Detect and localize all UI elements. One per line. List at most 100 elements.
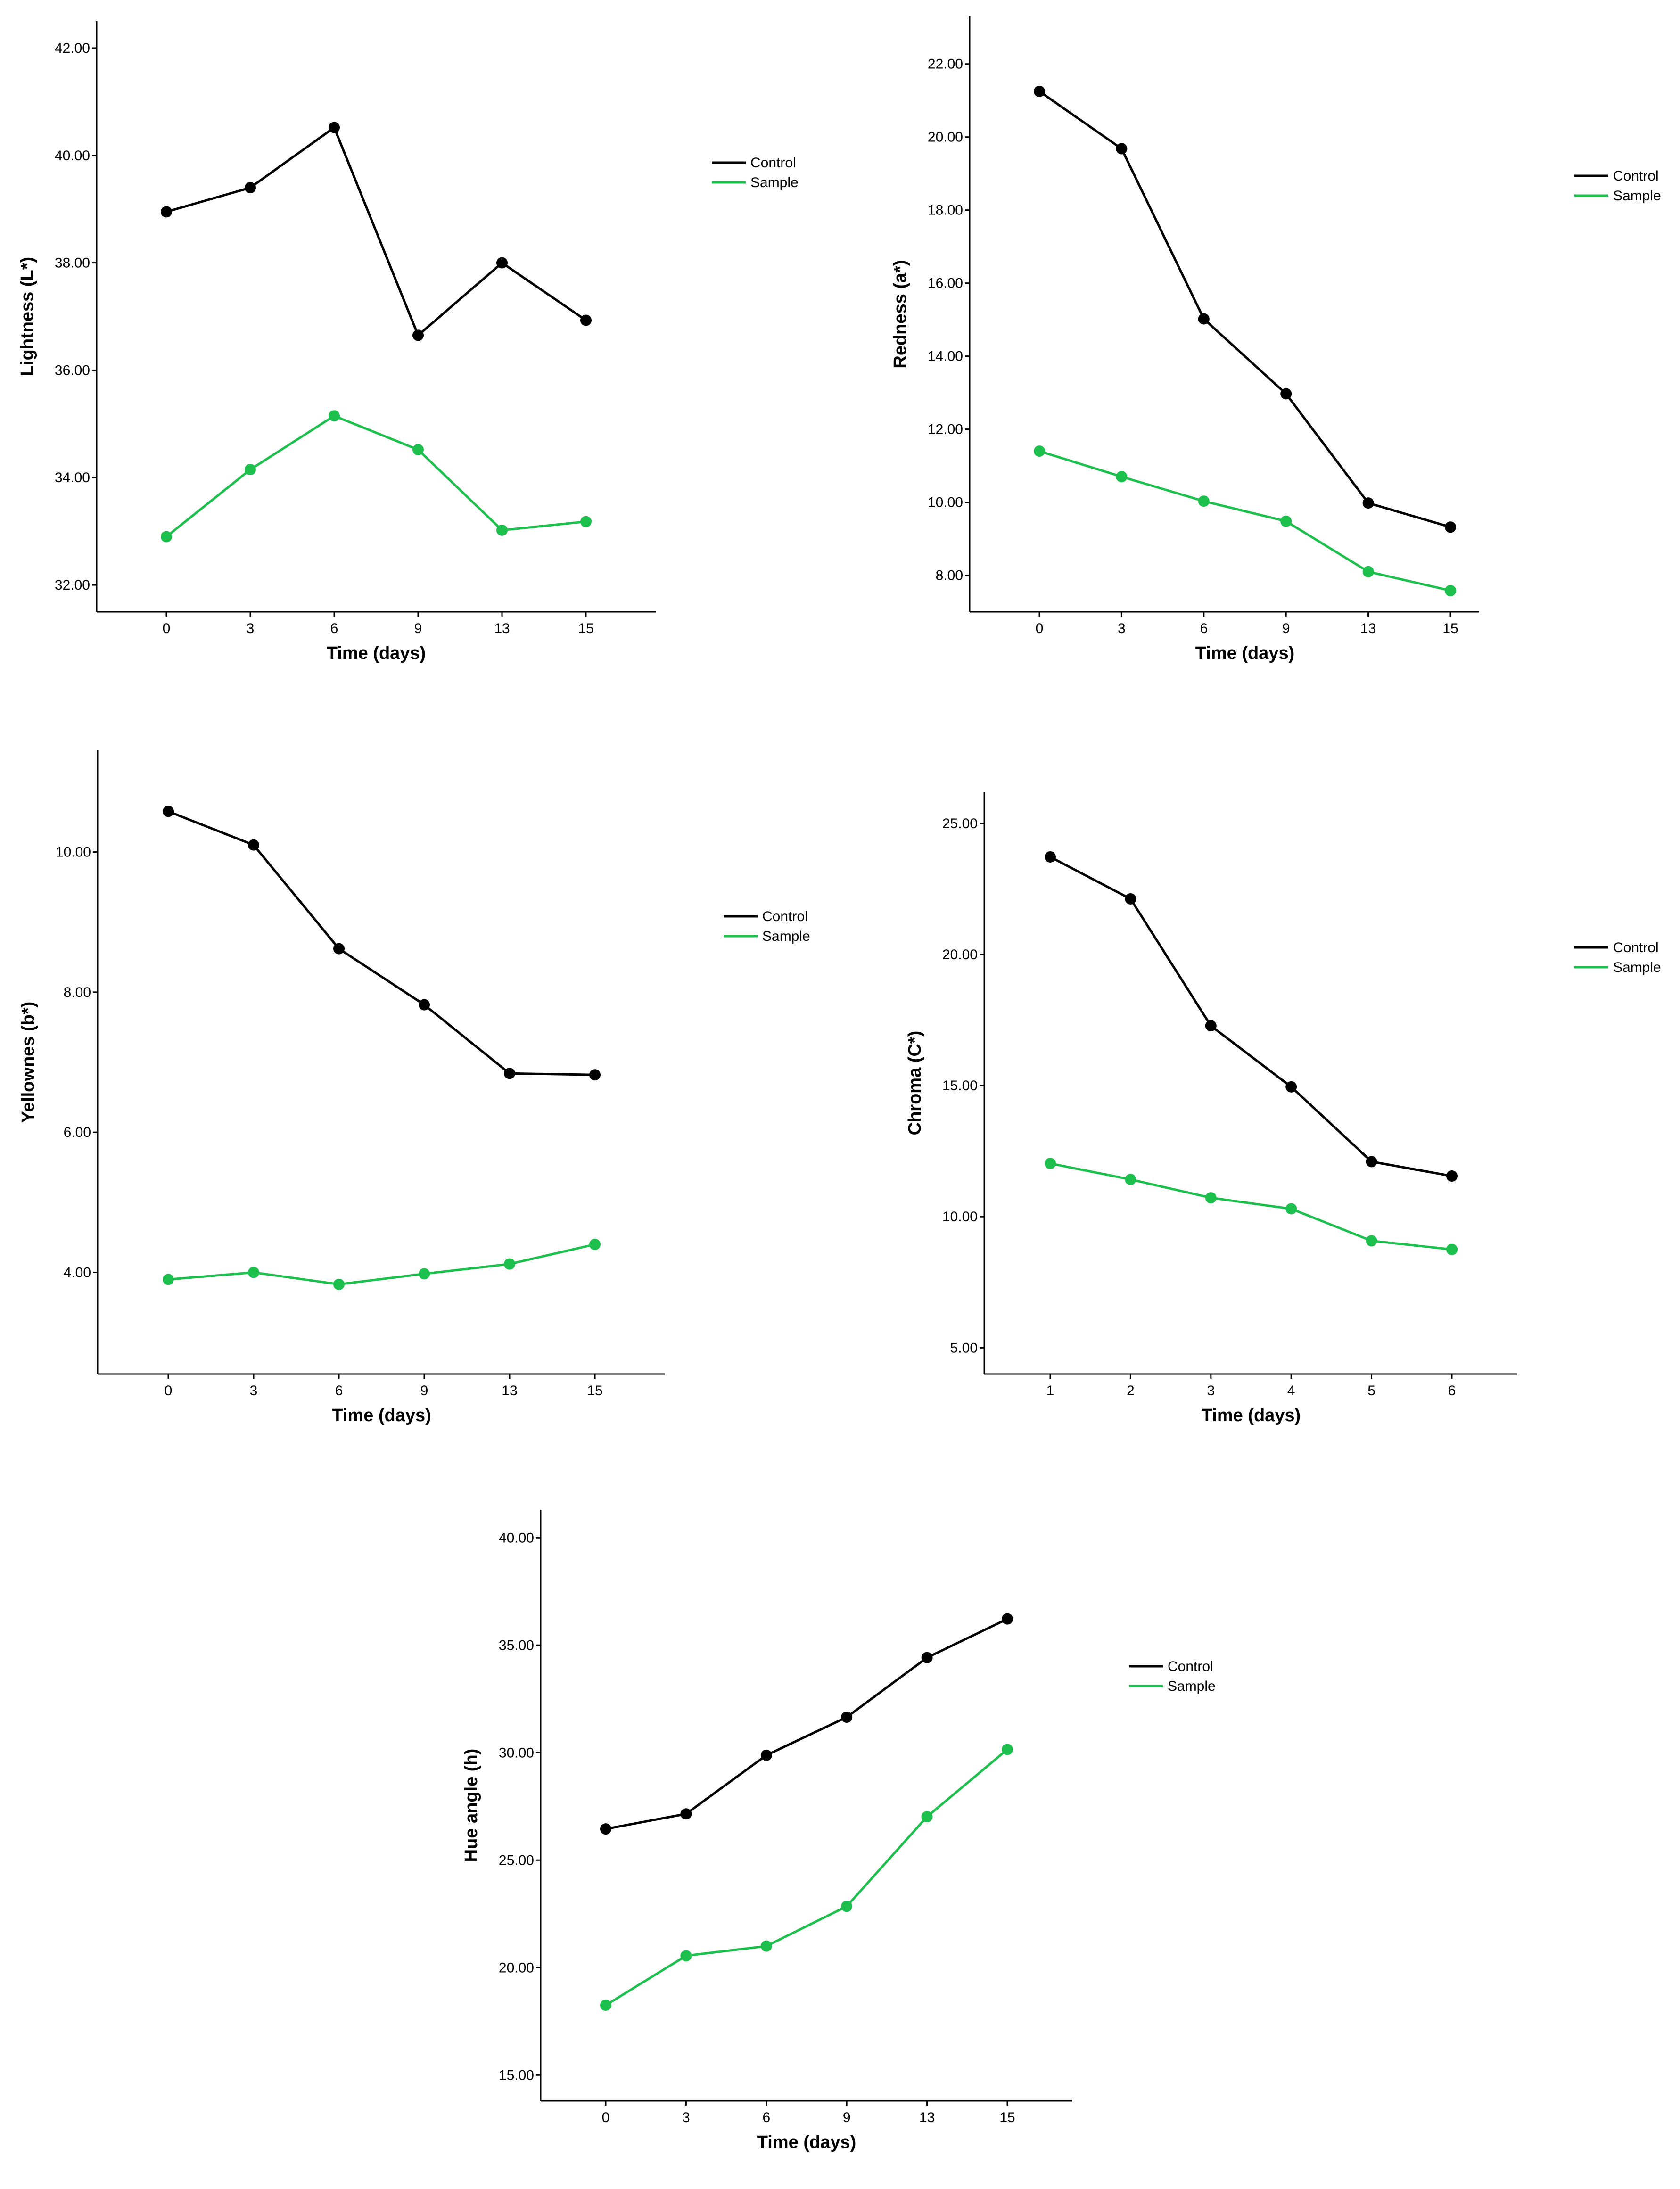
y-axis-title: Yellownes (b*)	[18, 1002, 38, 1123]
y-tick-label: 38.00	[55, 255, 90, 271]
x-tick-label: 15	[587, 1383, 602, 1399]
data-point-sample	[1034, 445, 1045, 457]
data-point-sample	[496, 524, 508, 536]
y-tick-label: 10.00	[942, 1209, 978, 1225]
data-point-sample	[921, 1811, 933, 1823]
y-tick-label: 40.00	[499, 1530, 534, 1546]
data-point-sample	[760, 1940, 772, 1952]
x-tick-label: 1	[1046, 1383, 1054, 1399]
chart-yellowness: 4.00 6.00 8.00 10.00 0 3 6 9 13 15 Time (days) Yell…	[18, 750, 810, 1425]
legend-label-control: Control	[750, 155, 796, 171]
data-point-sample	[1446, 1243, 1458, 1255]
data-point-control	[248, 839, 259, 851]
x-axis-title: Time (days)	[332, 1406, 431, 1425]
y-axis-title: Redness (a*)	[890, 260, 910, 368]
series-line-sample	[168, 1243, 595, 1286]
data-point-control	[841, 1712, 853, 1723]
y-tick-label: 8.00	[936, 568, 963, 584]
x-tick-label: 13	[919, 2110, 935, 2125]
y-tick-label: 35.00	[499, 1638, 534, 1653]
series-line-sample	[1050, 1162, 1452, 1251]
data-point-sample	[680, 1950, 692, 1962]
legend-label-sample: Sample	[762, 929, 810, 944]
series-line-sample	[165, 414, 586, 538]
x-axis-title: Time (days)	[1195, 643, 1294, 663]
data-point-control	[1285, 1081, 1297, 1093]
y-tick-label: 22.00	[928, 57, 963, 72]
data-point-control	[760, 1749, 772, 1761]
legend-label-sample: Sample	[1613, 960, 1661, 975]
x-tick-label: 6	[335, 1383, 343, 1399]
data-point-sample	[1198, 495, 1210, 507]
y-tick-label: 32.00	[55, 577, 90, 593]
data-point-control	[1034, 85, 1045, 97]
legend: Control Sample	[1129, 1659, 1216, 1694]
data-point-control	[163, 806, 174, 817]
y-tick-label: 10.00	[928, 495, 963, 510]
data-point-control	[496, 257, 508, 269]
data-point-control	[1198, 313, 1210, 325]
data-point-sample	[161, 531, 172, 543]
data-point-sample	[412, 444, 424, 455]
data-point-sample	[333, 1278, 345, 1290]
series-line-control	[1038, 90, 1451, 528]
x-tick-label: 6	[330, 621, 338, 636]
y-tick-label: 20.00	[499, 1960, 534, 1975]
x-tick-label: 3	[247, 621, 255, 636]
data-point-sample	[1362, 566, 1374, 577]
chart-hue: 15.00 20.00 25.00 30.00 35.00 40.00 0 3 6 9 13 15 Ti…	[461, 1510, 1216, 2152]
data-point-control	[1446, 1170, 1458, 1182]
data-point-control	[504, 1068, 515, 1079]
data-point-control	[589, 1069, 601, 1081]
chart-chroma: 5.00 10.00 15.00 20.00 25.00 1 2 3 4 5 6 Time (days…	[905, 792, 1661, 1425]
y-tick-label: 12.00	[928, 422, 963, 437]
data-point-sample	[1280, 515, 1292, 527]
series-line-control	[605, 1618, 1008, 1830]
data-point-sample	[329, 410, 340, 422]
data-point-control	[333, 943, 345, 955]
x-axis-title: Time (days)	[1202, 1406, 1301, 1425]
x-tick-label: 3	[682, 2110, 690, 2125]
y-tick-label: 40.00	[55, 148, 90, 164]
x-tick-label: 5	[1367, 1383, 1375, 1399]
x-tick-label: 3	[1118, 621, 1126, 636]
data-point-control	[1280, 388, 1292, 400]
y-axis-title: Chroma (C*)	[905, 1031, 925, 1136]
series-line-sample	[605, 1748, 1008, 2007]
x-tick-label: 0	[602, 2110, 610, 2125]
y-tick-label: 10.00	[56, 845, 91, 860]
data-point-sample	[163, 1274, 174, 1285]
data-point-sample	[1125, 1174, 1136, 1185]
data-point-sample	[248, 1267, 259, 1278]
data-point-control	[580, 314, 592, 326]
data-point-control	[680, 1808, 692, 1820]
legend: Control Sample	[712, 155, 799, 190]
y-tick-label: 25.00	[499, 1852, 534, 1868]
y-tick-label: 6.00	[64, 1125, 91, 1140]
y-tick-label: 36.00	[55, 362, 90, 378]
data-point-control	[329, 122, 340, 133]
y-tick-label: 15.00	[499, 2067, 534, 2083]
y-axis-title: Lightness (L*)	[17, 257, 37, 376]
data-point-sample	[1002, 1744, 1013, 1755]
y-tick-label: 8.00	[64, 985, 91, 1000]
x-axis-title: Time (days)	[327, 643, 426, 663]
data-point-sample	[600, 2000, 611, 2011]
legend-label-sample: Sample	[1168, 1679, 1216, 1694]
data-point-control	[600, 1823, 611, 1835]
legend-label-sample: Sample	[750, 175, 799, 190]
y-tick-label: 25.00	[942, 816, 978, 831]
y-tick-label: 30.00	[499, 1745, 534, 1761]
data-point-sample	[504, 1258, 515, 1270]
legend-label-control: Control	[762, 909, 808, 924]
legend-label-control: Control	[1168, 1659, 1213, 1674]
x-tick-label: 15	[578, 621, 593, 636]
legend-label-control: Control	[1613, 168, 1659, 184]
y-axis-title: Hue angle (h)	[461, 1749, 481, 1862]
x-axis-title: Time (days)	[757, 2132, 856, 2152]
x-tick-label: 9	[1282, 621, 1290, 636]
x-tick-label: 2	[1127, 1383, 1135, 1399]
legend-label-control: Control	[1613, 940, 1659, 955]
data-point-control	[1205, 1020, 1217, 1032]
legend: Control Sample	[1574, 940, 1661, 975]
